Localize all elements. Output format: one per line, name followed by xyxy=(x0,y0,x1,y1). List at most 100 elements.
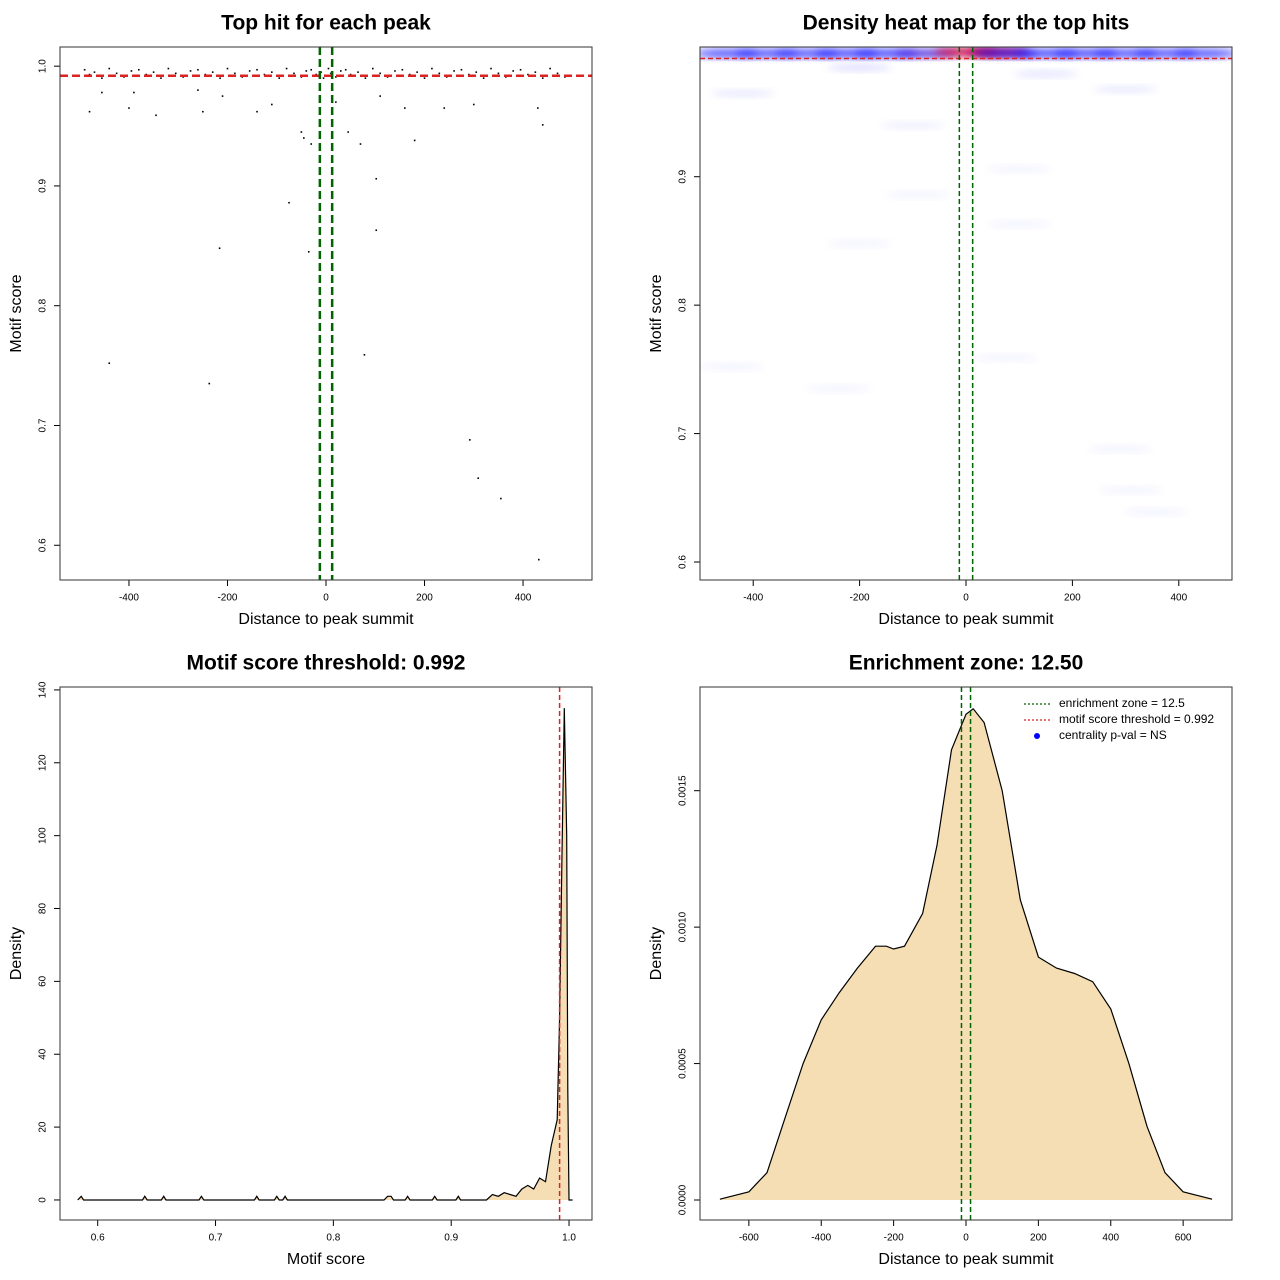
point xyxy=(288,201,290,204)
point xyxy=(221,95,224,97)
point xyxy=(278,77,281,79)
point xyxy=(359,143,362,145)
y-tick-label: 0.0015 xyxy=(678,775,689,806)
point xyxy=(537,107,539,109)
point xyxy=(322,77,325,79)
point xyxy=(83,68,86,71)
point xyxy=(497,72,500,75)
density-blob xyxy=(827,64,892,71)
y-tick-label: 0.8 xyxy=(38,298,49,312)
point xyxy=(413,139,416,142)
point xyxy=(189,70,192,72)
point xyxy=(339,70,342,72)
y-tick-label: 0.6 xyxy=(678,555,689,569)
x-tick-label: -400 xyxy=(119,593,139,604)
density-blob xyxy=(880,122,945,129)
x-tick-label: 400 xyxy=(515,593,532,604)
y-tick-label: 0.0010 xyxy=(678,911,689,942)
density-blob xyxy=(710,90,775,97)
point xyxy=(293,72,295,75)
point xyxy=(256,110,258,113)
x-axis-label: Distance to peak summit xyxy=(238,611,414,628)
point xyxy=(115,72,118,75)
point xyxy=(394,70,396,72)
plot-area xyxy=(719,687,1213,1220)
point xyxy=(549,67,551,70)
y-tick-label: 0.8 xyxy=(678,298,689,312)
point xyxy=(155,114,157,117)
point xyxy=(357,71,359,73)
point xyxy=(416,71,418,73)
density-blob xyxy=(1013,70,1078,77)
point xyxy=(534,71,537,73)
density-blob xyxy=(987,221,1052,228)
point xyxy=(108,67,111,70)
point xyxy=(160,77,162,79)
density-blob xyxy=(1088,445,1153,452)
point xyxy=(174,72,177,75)
point xyxy=(305,70,308,72)
density-fill xyxy=(719,708,1213,1200)
density-blob xyxy=(827,240,892,247)
x-tick-label: 0 xyxy=(963,593,969,604)
point xyxy=(310,68,313,71)
chart-title: Motif score threshold: 0.992 xyxy=(187,652,466,675)
point xyxy=(347,131,349,133)
plot-area xyxy=(77,687,573,1220)
point xyxy=(477,477,480,479)
point xyxy=(469,439,471,441)
point xyxy=(431,67,433,70)
point xyxy=(438,72,441,75)
y-tick-label: 120 xyxy=(38,754,49,771)
point xyxy=(401,68,404,71)
legend-label: motif score threshold = 0.992 xyxy=(1059,712,1214,726)
point xyxy=(271,71,273,73)
point xyxy=(379,95,381,97)
density-blob xyxy=(973,354,1038,361)
y-tick-label: 1.0 xyxy=(38,59,49,73)
y-tick-label: 60 xyxy=(38,975,49,987)
point xyxy=(404,107,406,109)
point xyxy=(152,71,155,73)
x-tick-label: -200 xyxy=(850,593,870,604)
point xyxy=(335,76,337,78)
x-tick-label: 1.0 xyxy=(562,1233,576,1244)
plot-area xyxy=(60,47,592,580)
point xyxy=(500,497,502,500)
point xyxy=(363,354,366,356)
x-tick-label: -400 xyxy=(811,1233,831,1244)
chart-title: Enrichment zone: 12.50 xyxy=(849,652,1084,675)
point xyxy=(133,91,135,94)
x-tick-label: 200 xyxy=(1030,1233,1047,1244)
x-tick-label: 0 xyxy=(963,1233,969,1244)
point xyxy=(197,89,199,91)
density-fill xyxy=(77,708,573,1200)
point xyxy=(88,110,91,113)
point xyxy=(453,70,455,72)
point xyxy=(218,247,221,250)
x-tick-label: 0.7 xyxy=(209,1233,223,1244)
point xyxy=(443,107,446,109)
point xyxy=(327,67,330,70)
density-blob xyxy=(987,166,1052,173)
y-tick-label: 0.7 xyxy=(38,418,49,432)
x-tick-label: 600 xyxy=(1175,1233,1192,1244)
plot-frame xyxy=(699,686,1233,1221)
density-line xyxy=(77,708,573,1201)
x-tick-label: -200 xyxy=(217,593,237,604)
point xyxy=(375,177,378,180)
density-blob xyxy=(1122,508,1187,515)
plot-frame xyxy=(59,46,593,581)
plot-area xyxy=(700,47,1232,580)
y-tick-label: 80 xyxy=(38,903,49,915)
plot-frame xyxy=(699,46,1233,581)
y-tick-label: 0.9 xyxy=(678,169,689,183)
point xyxy=(226,67,229,70)
y-axis-label: Density xyxy=(8,927,25,980)
point xyxy=(519,68,522,71)
x-axis-label: Motif score xyxy=(287,1251,365,1268)
x-tick-label: -600 xyxy=(739,1233,759,1244)
point xyxy=(271,103,273,106)
